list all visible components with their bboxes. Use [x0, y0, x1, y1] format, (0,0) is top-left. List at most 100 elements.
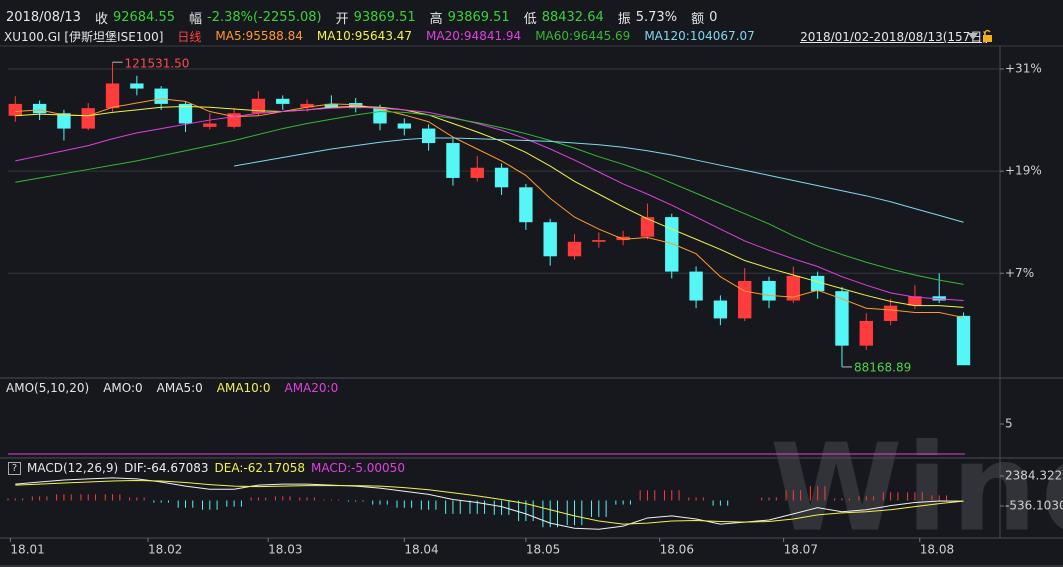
- candle-body: [810, 275, 825, 292]
- help-icon[interactable]: ?: [8, 461, 21, 475]
- legend-entry: MA10:95643.47: [316, 29, 413, 43]
- candle-body: [8, 103, 22, 116]
- field-label: 开: [335, 11, 349, 27]
- field-value: 5.73%: [635, 9, 678, 25]
- field-value: 92684.55: [112, 9, 175, 25]
- watermark: Wind: [770, 420, 1063, 559]
- macd-legend: ? MACD(12,26,9) DIF:-64.67083 DEA:-62.17058…: [8, 460, 411, 476]
- candle-body: [470, 167, 484, 178]
- candle-body: [567, 241, 582, 257]
- candle-body: [178, 103, 193, 124]
- legend-entry: MA20:94841.94: [426, 29, 522, 43]
- ma-line: [15, 106, 964, 302]
- legend-entry: MA60:96445.69: [535, 29, 631, 43]
- candle-body: [300, 103, 314, 108]
- candle-body: [835, 291, 849, 346]
- legend-entry: DEA:-62.17058: [214, 461, 305, 475]
- y-tick-label: 2384.3229: [1005, 469, 1063, 483]
- annotation: 121531.50: [125, 57, 190, 71]
- candle-body: [592, 240, 606, 242]
- candle-body: [32, 103, 47, 114]
- y-tick-label: +19%: [1005, 164, 1042, 178]
- indicator-title: AMO(5,10,20): [6, 381, 90, 395]
- field-label: 振: [617, 11, 631, 27]
- ma-line: [15, 98, 964, 319]
- candle-body: [421, 128, 436, 144]
- candle-body: [786, 275, 801, 301]
- period: 日线: [177, 29, 202, 44]
- ma-line: [234, 137, 964, 223]
- candle-body: [859, 320, 873, 346]
- y-tick-label: +7%: [1005, 266, 1034, 280]
- candle-body: [276, 98, 290, 104]
- y-tick-label: 5: [1005, 417, 1013, 431]
- candle-body: [640, 217, 655, 237]
- legend-entry: MACD:-5.00050: [310, 461, 405, 475]
- legend-entry: AMA10:0: [216, 381, 271, 395]
- candle-body: [956, 315, 971, 366]
- indicator-title: MACD(12,26,9): [27, 461, 119, 475]
- candle-body: [324, 103, 339, 108]
- candle-body: [713, 300, 728, 319]
- x-tick-label: 18.07: [784, 543, 818, 557]
- candle-body: [665, 217, 679, 272]
- legend-entry: MA120:104067.07: [644, 29, 755, 43]
- candle-body: [494, 167, 509, 188]
- legend-entry: AMA5:0: [156, 381, 203, 395]
- field-value: -2.38%(-2255.08): [207, 9, 322, 25]
- field-label: 幅: [188, 11, 202, 27]
- x-tick-label: 18.01: [10, 543, 44, 557]
- candle-body: [689, 271, 703, 301]
- candle-body: [130, 83, 144, 89]
- x-tick-label: 18.04: [404, 543, 438, 557]
- field-value: 93869.51: [353, 9, 416, 25]
- header: 2018/08/13 收 92684.55 幅 -2.38%(-2255.08) 开 938…: [6, 8, 731, 27]
- field-label: 高: [429, 11, 443, 27]
- legend-entry: AMA20:0: [284, 381, 339, 395]
- candle-body: [616, 236, 630, 241]
- field-value: 0: [709, 9, 718, 25]
- x-tick-label: 18.08: [920, 543, 954, 557]
- field-label: 低: [523, 11, 537, 27]
- field-value: 88432.64: [541, 9, 604, 25]
- ma-line: [15, 105, 964, 308]
- candle-body: [397, 123, 411, 129]
- candle-body: [81, 108, 95, 129]
- x-tick-label: 18.03: [268, 543, 302, 557]
- y-tick-label: +31%: [1005, 61, 1042, 75]
- field-value: 93869.51: [447, 9, 510, 25]
- legend: XU100.GI [伊斯坦堡ISE100] 日线 MA5:95588.84 MA10:…: [4, 28, 769, 44]
- candle-body: [738, 280, 752, 319]
- candle-body: [251, 98, 266, 114]
- candle-body: [908, 296, 922, 306]
- candle-body: [519, 187, 533, 223]
- candle-body: [883, 305, 898, 321]
- symbol: XU100.GI [伊斯坦堡ISE100]: [4, 29, 164, 44]
- amo-legend: AMO(5,10,20) AMO:0 AMA5:0 AMA10:0 AMA20:0: [6, 380, 352, 396]
- x-tick-label: 18.05: [526, 543, 560, 557]
- candle-body: [762, 280, 776, 301]
- candle-body: [446, 143, 460, 178]
- date-range[interactable]: 2018/01/02-2018/08/13(157日): [800, 30, 987, 44]
- candle-body: [57, 113, 71, 129]
- field-label: 收: [94, 11, 108, 27]
- legend-entry: MA5:95588.84: [215, 29, 303, 43]
- candle-body: [349, 103, 363, 109]
- y-tick-label: -536.1030: [1005, 499, 1063, 513]
- macd-line: [15, 477, 964, 530]
- candle-body: [203, 123, 217, 127]
- ma-line: [15, 111, 964, 285]
- legend-entry: AMO:0: [103, 381, 143, 395]
- candle-body: [105, 83, 120, 109]
- candle-body: [543, 222, 557, 257]
- x-tick-label: 18.02: [148, 543, 182, 557]
- candle-body: [154, 88, 168, 104]
- field-label: 额: [691, 11, 705, 27]
- annotation: 88168.89: [854, 360, 911, 374]
- legend-entry: DIF:-64.67083: [124, 461, 209, 475]
- macd-line: [15, 479, 964, 525]
- date: 2018/08/13: [6, 9, 81, 25]
- x-tick-label: 18.06: [660, 543, 694, 557]
